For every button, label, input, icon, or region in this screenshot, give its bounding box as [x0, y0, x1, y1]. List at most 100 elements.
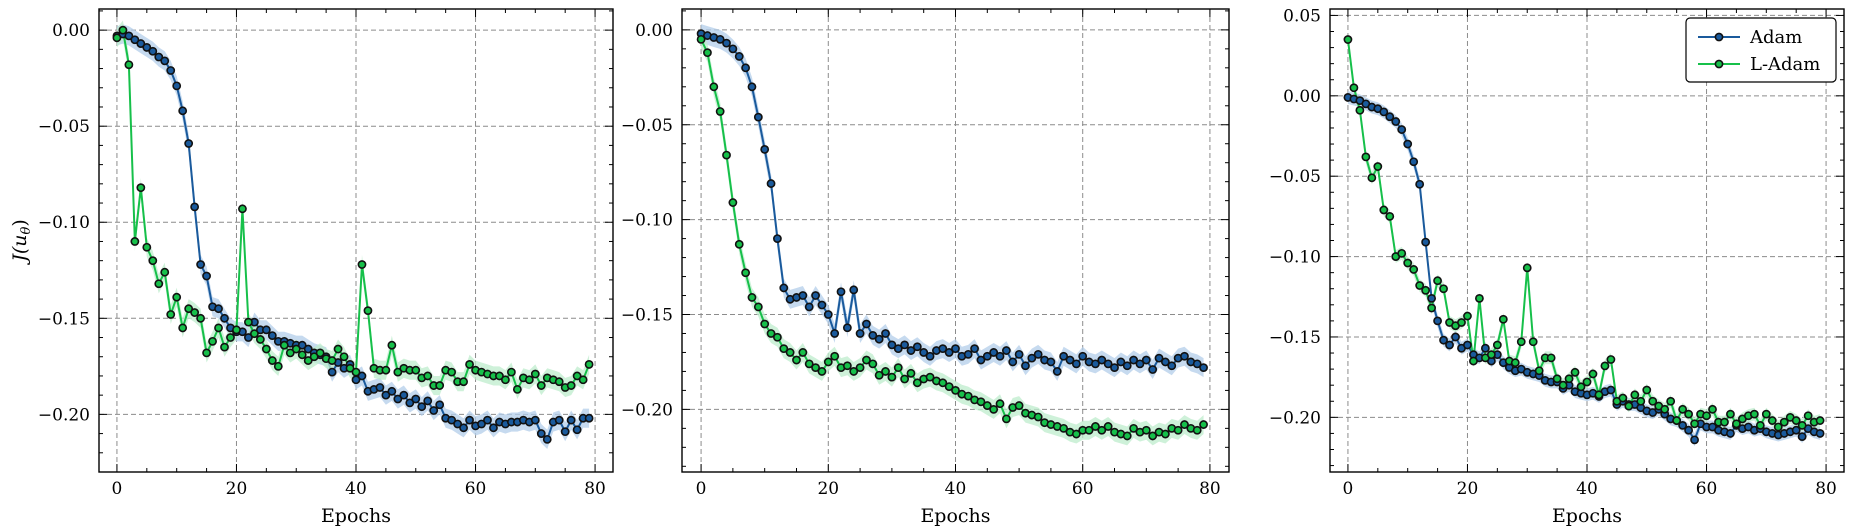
data-point [849, 367, 859, 376]
data-point [944, 382, 954, 392]
data-point [1122, 431, 1132, 441]
data-point [753, 112, 763, 122]
data-point [1097, 355, 1107, 365]
data-point [411, 394, 421, 404]
data-point [1148, 431, 1158, 441]
data-point [1552, 374, 1562, 384]
data-point [1199, 420, 1208, 429]
data-point [148, 256, 158, 266]
y-tick-label: 0.00 [635, 21, 673, 41]
data-point [232, 325, 241, 335]
data-point [1642, 385, 1652, 395]
data-point [811, 291, 820, 300]
data-point [1726, 409, 1735, 419]
data-point [261, 344, 271, 354]
data-point [273, 361, 283, 371]
data-point [1451, 332, 1460, 342]
data-point [830, 351, 840, 361]
data-point [512, 384, 522, 394]
data-point [982, 351, 992, 361]
data-point [136, 39, 146, 48]
data-point [1409, 265, 1419, 274]
data-point [411, 365, 421, 375]
y-tick-label: −0.10 [1269, 248, 1321, 268]
data-point [970, 344, 979, 354]
data-point [279, 340, 289, 350]
data-point [459, 377, 468, 387]
data-point [887, 372, 897, 382]
data-point [951, 344, 960, 354]
data-point [1463, 340, 1472, 350]
data-point [255, 335, 265, 344]
data-point [925, 372, 935, 382]
data-point [881, 329, 890, 338]
data-point [142, 242, 152, 252]
data-point [1463, 311, 1472, 321]
data-point [1606, 385, 1616, 395]
data-point [868, 330, 878, 340]
data-point [715, 107, 725, 116]
data-point [387, 386, 397, 396]
data-point [333, 344, 343, 354]
data-point [566, 381, 576, 390]
data-point [982, 401, 992, 410]
series-line-2 [1346, 39, 1821, 429]
data-point [1008, 357, 1018, 367]
data-point [1469, 356, 1478, 366]
data-point [1672, 416, 1682, 425]
data-point [1021, 361, 1030, 371]
data-point [804, 359, 814, 369]
data-point [1767, 416, 1777, 425]
data-point [220, 342, 229, 352]
data-point [900, 374, 910, 384]
data-point [817, 367, 827, 376]
data-point [868, 359, 878, 369]
data-point [906, 368, 916, 378]
data-point [184, 304, 194, 314]
data-point [578, 375, 588, 385]
data-point [1403, 258, 1413, 268]
data-point [919, 348, 929, 357]
data-point [728, 198, 738, 207]
data-point [747, 293, 757, 302]
data-point [1582, 377, 1592, 387]
data-point [1570, 367, 1580, 377]
data-point [148, 46, 158, 56]
data-point [190, 202, 200, 212]
data-point [1636, 396, 1646, 406]
data-point [1558, 380, 1568, 390]
data-point [1522, 263, 1532, 273]
data-point [1397, 248, 1407, 258]
data-point [1385, 112, 1395, 122]
data-point [566, 415, 576, 425]
data-point [130, 35, 140, 45]
data-point [1084, 425, 1094, 435]
data-point [1606, 355, 1616, 364]
data-point [912, 378, 922, 388]
x-tick-label: 40 [345, 479, 367, 499]
data-point [1148, 365, 1158, 374]
data-point [118, 25, 128, 35]
data-point [1648, 396, 1658, 406]
data-point [963, 391, 973, 401]
y-tick-label: −0.15 [1269, 328, 1321, 348]
data-point [1797, 420, 1807, 430]
data-point [1564, 374, 1574, 384]
series-line-1 [700, 32, 1205, 374]
data-point [1415, 179, 1425, 189]
data-point [202, 271, 211, 281]
data-point [327, 356, 337, 365]
data-point [823, 310, 833, 319]
data-point [1361, 152, 1371, 162]
data-point [178, 106, 188, 116]
data-point [1192, 359, 1202, 369]
data-point [938, 344, 948, 354]
data-point [506, 367, 516, 377]
data-point [1078, 351, 1088, 361]
data-point [1427, 293, 1437, 303]
series-band-2 [116, 20, 590, 400]
data-point [874, 334, 884, 344]
data-point [951, 386, 960, 395]
data-point [1546, 353, 1556, 363]
data-point [1379, 107, 1389, 117]
